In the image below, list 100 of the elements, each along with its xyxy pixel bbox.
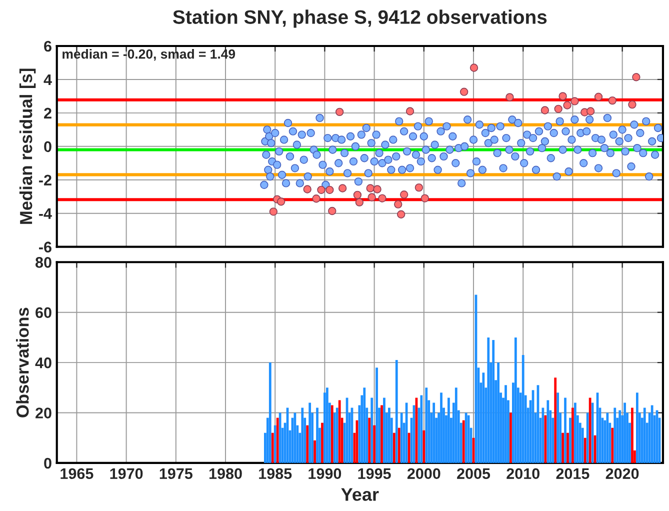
point bbox=[420, 194, 429, 202]
bar bbox=[395, 360, 398, 463]
bar bbox=[368, 418, 371, 463]
point bbox=[355, 198, 364, 206]
bar bbox=[308, 402, 312, 463]
bar bbox=[383, 398, 386, 463]
point bbox=[554, 104, 562, 114]
bar bbox=[588, 398, 592, 463]
bar bbox=[611, 428, 614, 463]
bar bbox=[422, 430, 426, 463]
bar bbox=[268, 362, 272, 463]
bar bbox=[370, 398, 374, 463]
bar bbox=[316, 408, 318, 463]
bar bbox=[392, 432, 396, 463]
y-tick-label: 2 bbox=[44, 108, 52, 118]
bar bbox=[574, 402, 576, 463]
bar bbox=[631, 408, 634, 463]
point bbox=[326, 186, 334, 194]
x-tick-label: 1980 bbox=[209, 468, 242, 480]
bar bbox=[330, 405, 334, 463]
point bbox=[628, 100, 636, 109]
point bbox=[368, 193, 376, 202]
bar bbox=[388, 408, 390, 463]
bar bbox=[492, 340, 495, 463]
point bbox=[303, 185, 312, 194]
point bbox=[540, 106, 550, 114]
bar bbox=[584, 438, 586, 463]
bar bbox=[462, 420, 465, 463]
point bbox=[366, 184, 374, 192]
point bbox=[338, 184, 347, 192]
point bbox=[276, 198, 286, 206]
bar bbox=[497, 362, 500, 463]
point bbox=[558, 92, 567, 100]
bar bbox=[425, 388, 428, 463]
bar bbox=[487, 337, 490, 463]
bar bbox=[650, 405, 654, 463]
point bbox=[470, 64, 478, 72]
point bbox=[335, 108, 344, 116]
bar bbox=[306, 425, 309, 463]
point bbox=[460, 88, 468, 96]
bar bbox=[636, 392, 638, 463]
point bbox=[414, 183, 424, 192]
bar bbox=[510, 412, 512, 463]
point bbox=[317, 186, 326, 194]
bar bbox=[274, 425, 276, 463]
x-tick-label: 1990 bbox=[308, 468, 342, 480]
bar bbox=[566, 432, 569, 463]
point bbox=[328, 206, 336, 216]
bar bbox=[400, 412, 403, 463]
y-tick-label: -6 bbox=[39, 242, 52, 252]
bar bbox=[464, 412, 468, 463]
bar bbox=[373, 425, 376, 463]
bar bbox=[572, 408, 574, 463]
bar bbox=[546, 400, 550, 463]
bar bbox=[432, 402, 436, 463]
bar bbox=[376, 368, 378, 463]
x-tick-label: 2010 bbox=[506, 468, 540, 480]
y-tick-label: -4 bbox=[39, 208, 52, 219]
bar bbox=[454, 388, 458, 463]
x-tick-label: 1985 bbox=[259, 468, 292, 480]
bar bbox=[440, 392, 442, 463]
x-tick-label: 1995 bbox=[358, 468, 391, 480]
y-tick-label: 6 bbox=[44, 40, 52, 52]
y-tick-label: 0 bbox=[44, 141, 52, 152]
bar bbox=[606, 412, 609, 463]
annotation: median = -0.20, smad = 1.49 bbox=[62, 49, 236, 61]
bar bbox=[544, 415, 547, 463]
bar bbox=[564, 398, 566, 463]
y-tick-label: 0 bbox=[44, 458, 52, 469]
y-tick-label: -2 bbox=[39, 174, 52, 186]
point bbox=[570, 97, 579, 106]
point bbox=[373, 185, 382, 194]
x-tick-label: 2020 bbox=[606, 468, 639, 480]
x-tick-label: 1975 bbox=[160, 468, 192, 480]
bar bbox=[420, 395, 423, 463]
bar bbox=[380, 405, 383, 463]
point bbox=[632, 73, 640, 82]
point bbox=[353, 190, 362, 200]
point bbox=[396, 210, 406, 218]
bar bbox=[556, 392, 560, 463]
point bbox=[269, 208, 278, 216]
point bbox=[312, 194, 320, 203]
point bbox=[586, 107, 595, 116]
point bbox=[563, 101, 572, 110]
point bbox=[506, 93, 514, 102]
point bbox=[594, 92, 603, 101]
bar bbox=[514, 337, 517, 463]
bar bbox=[569, 418, 572, 463]
y-tick-label: 40 bbox=[35, 357, 52, 368]
x-tick-label: 2005 bbox=[457, 468, 490, 480]
bar bbox=[336, 408, 338, 463]
bar bbox=[271, 432, 274, 463]
bar bbox=[618, 410, 622, 463]
point bbox=[406, 107, 414, 116]
bar bbox=[278, 412, 282, 463]
bar bbox=[482, 372, 485, 463]
y-tick-label: 80 bbox=[35, 257, 52, 268]
bar bbox=[363, 388, 366, 463]
x-axis-title: Year bbox=[341, 488, 379, 501]
chart-title: Station SNY, phase S, 9412 observations bbox=[173, 10, 547, 28]
